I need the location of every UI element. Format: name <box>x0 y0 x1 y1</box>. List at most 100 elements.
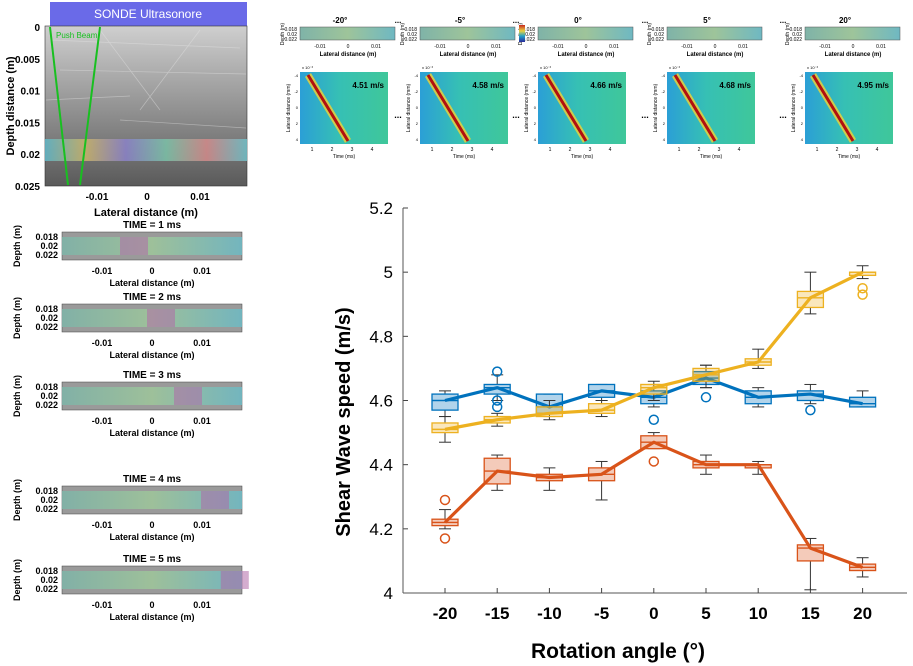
x-tick-label: 20 <box>853 604 872 623</box>
x-tick-label: 15 <box>801 604 820 623</box>
angle-strip-ytick: 0.018 <box>651 27 664 33</box>
map-exponent: x 10⁻³ <box>302 65 314 70</box>
wave-front <box>201 491 229 509</box>
series-line <box>443 440 864 569</box>
map-xlabel: Time (ms) <box>838 154 861 160</box>
angle-strip-xtick: -0.01 <box>552 44 564 50</box>
strip-ellipsis: ... <box>395 16 402 25</box>
angle-strip-ylabel: Depth (m) <box>280 23 286 46</box>
angle-panel-title: -5° <box>455 16 465 25</box>
angle-strip-xtick: 0.01 <box>491 44 501 50</box>
outlier-point <box>805 404 816 416</box>
time-panel-xtick: 0 <box>149 416 154 426</box>
speed-label: 4.95 m/s <box>857 81 889 90</box>
y-tick-label: 4.8 <box>369 327 393 346</box>
map-ytick: 0 <box>296 105 299 110</box>
map-ytick: 2 <box>534 121 537 126</box>
angle-strip-xtick: 0 <box>585 44 588 50</box>
speed-label: 4.68 m/s <box>719 81 751 90</box>
time-panel-xtick: 0.01 <box>193 266 211 276</box>
time-panel-xtick: 0.01 <box>193 520 211 530</box>
angle-strip-xlabel: Lateral distance (m) <box>440 52 497 58</box>
angle-strip-ytick: 0.022 <box>651 37 664 43</box>
sonde-ytick: 0.005 <box>15 55 40 66</box>
map-ytick: 2 <box>296 121 299 126</box>
angle-strip-ytick: 0.022 <box>404 37 417 43</box>
time-panel-xtick: -0.01 <box>92 338 113 348</box>
angle-strip-ylabel: Depth (m) <box>400 23 406 46</box>
sonde-image <box>44 25 248 187</box>
sonde-panel: SONDE Ultrasonore Push Beam Depth distan… <box>5 2 248 219</box>
y-tick-label: 4.2 <box>369 520 393 539</box>
sonde-probe-bar <box>50 2 247 26</box>
map-ytick: 4 <box>416 137 419 142</box>
sonde-xlabel: Lateral distance (m) <box>94 207 198 219</box>
wave-trace <box>426 74 470 142</box>
angle-strip-ytick: 0.02 <box>407 32 417 38</box>
map-ytick: -4 <box>799 73 803 78</box>
box <box>431 393 459 411</box>
map-ylabel: Lateral distance (mm) <box>524 83 530 132</box>
time-panel-ytick: 0.02 <box>40 495 58 505</box>
map-xtick: 2 <box>331 147 334 153</box>
map-ellipsis: ... <box>779 110 787 120</box>
angle-strip-ytick: 0.018 <box>404 27 417 33</box>
time-panel-xtick: -0.01 <box>92 520 113 530</box>
x-tick-label: -15 <box>485 604 510 623</box>
series-orange <box>431 432 877 591</box>
x-tick-label: -10 <box>537 604 562 623</box>
map-xtick: 3 <box>471 147 474 153</box>
map-ytick: -4 <box>661 73 665 78</box>
time-panel-title: TIME = 1 ms <box>123 220 182 231</box>
map-ellipsis: ... <box>641 110 649 120</box>
map-xlabel: Time (ms) <box>333 154 356 160</box>
map-xtick: 3 <box>718 147 721 153</box>
time-panel-xtick: 0.01 <box>193 600 211 610</box>
sonde-xtick: 0 <box>144 192 150 203</box>
speed-label: 4.58 m/s <box>472 81 504 90</box>
angle-strip-ytick: 0.018 <box>284 27 297 33</box>
y-tick-label: 5 <box>384 263 393 282</box>
wave-front <box>147 309 175 327</box>
map-ellipsis: ... <box>394 110 402 120</box>
x-tick-label: 5 <box>701 604 710 623</box>
angle-strip-ytick: 0.02 <box>287 32 297 38</box>
time-panel-band <box>62 387 242 405</box>
wave-front <box>174 387 202 405</box>
strip-ellipsis: ... <box>642 16 649 25</box>
outlier-point <box>648 456 660 467</box>
sonde-ytick: 0.025 <box>15 182 40 193</box>
angle-strip-ytick: 0.02 <box>525 32 535 38</box>
box-chart: Shear Wave speed (m/s) Rotation angle (°… <box>333 199 907 663</box>
map-xtick: 3 <box>589 147 592 153</box>
angle-panel-title: 20° <box>839 16 851 25</box>
map-exponent: x 10⁻³ <box>807 65 819 70</box>
outlier-point <box>491 366 503 377</box>
angle-strip-ylabel: Depth (m) <box>785 23 791 46</box>
x-tick-label: -5 <box>594 604 609 623</box>
map-ytick: 0 <box>663 105 666 110</box>
angle-strip-image <box>419 26 516 41</box>
time-panel-ytick: 0.022 <box>35 322 58 332</box>
map-ylabel: Lateral distance (mm) <box>406 83 412 132</box>
map-exponent: x 10⁻³ <box>540 65 552 70</box>
wave-trace <box>306 74 350 142</box>
time-panel-ylabel: Depth (m) <box>12 225 22 267</box>
map-xlabel: Time (ms) <box>700 154 723 160</box>
angle-strip-xtick: 0 <box>852 44 855 50</box>
y-tick-label: 4.6 <box>369 392 393 411</box>
sonde-ytick: 0.01 <box>21 87 41 98</box>
map-xtick: 1 <box>549 147 552 153</box>
push-beam-right <box>79 26 101 186</box>
time-panel-xlabel: Lateral distance (m) <box>109 428 194 438</box>
time-panel-xtick: -0.01 <box>92 266 113 276</box>
map-exponent: x 10⁻³ <box>669 65 681 70</box>
angle-strip-ytick: 0.022 <box>284 37 297 43</box>
sonde-xtick: 0.01 <box>190 192 210 203</box>
chart-ylabel: Shear Wave speed (m/s) <box>333 307 355 536</box>
map-xtick: 1 <box>678 147 681 153</box>
